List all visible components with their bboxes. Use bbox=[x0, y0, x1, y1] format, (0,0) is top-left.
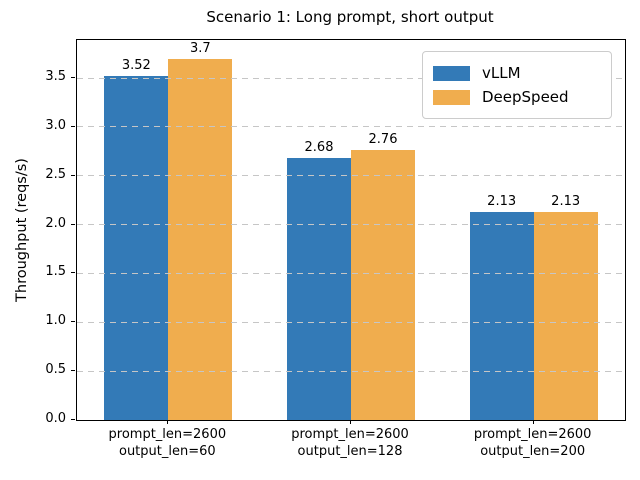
vllm-bar bbox=[287, 158, 351, 420]
chart-title: Scenario 1: Long prompt, short output bbox=[206, 8, 494, 26]
y-tick-mark bbox=[71, 321, 75, 323]
y-tick-label: 1.0 bbox=[45, 313, 66, 329]
x-tick-mark bbox=[532, 420, 534, 424]
y-tick-mark bbox=[71, 77, 75, 79]
y-tick-mark bbox=[71, 174, 75, 176]
y-tick-label: 2.0 bbox=[45, 215, 66, 231]
x-tick-label-line1: prompt_len=2600 bbox=[108, 427, 227, 442]
y-gridline bbox=[77, 272, 625, 274]
y-gridline bbox=[77, 77, 625, 79]
bar-value-label: 2.13 bbox=[551, 193, 581, 209]
deepspeed-bar bbox=[168, 58, 233, 420]
vllm-bar bbox=[469, 211, 534, 420]
y-tick-mark bbox=[71, 419, 75, 420]
vllm-legend-label: vLLM bbox=[482, 64, 521, 82]
bar-value-label: 2.76 bbox=[368, 132, 398, 148]
x-tick-label: prompt_len=2600 output_len=128 bbox=[240, 426, 460, 460]
y-gridline bbox=[77, 321, 625, 323]
bar-value-label: 2.68 bbox=[304, 140, 334, 156]
legend: vLLM DeepSpeed bbox=[422, 51, 612, 119]
y-tick-label: 3.0 bbox=[45, 117, 66, 133]
x-tick-mark bbox=[350, 420, 351, 424]
y-gridline bbox=[77, 175, 625, 177]
x-tick-label-line1: prompt_len=2600 bbox=[473, 427, 592, 442]
y-gridline bbox=[77, 224, 625, 226]
bar-value-label: 2.13 bbox=[487, 193, 517, 209]
plot-area: 3.52 3.7 2.68 2.76 2.13 2.13 vLLM DeepSpeed bbox=[76, 39, 626, 421]
vllm-bar bbox=[104, 76, 169, 420]
y-gridline bbox=[77, 126, 625, 128]
deepspeed-bar bbox=[351, 150, 415, 420]
y-tick-label: 3.5 bbox=[45, 69, 66, 85]
x-tick-label-line1: prompt_len=2600 bbox=[291, 427, 409, 442]
bar-value-label: 3.52 bbox=[121, 58, 151, 74]
y-tick-mark bbox=[71, 125, 75, 127]
bar-value-label: 3.7 bbox=[189, 40, 211, 56]
x-tick-mark bbox=[167, 420, 169, 424]
legend-item-deepspeed: DeepSpeed bbox=[433, 85, 601, 109]
deepspeed-legend-swatch bbox=[433, 89, 470, 105]
legend-item-vllm: vLLM bbox=[433, 61, 601, 85]
x-tick-label: prompt_len=2600 output_len=200 bbox=[423, 426, 640, 460]
y-tick-mark bbox=[71, 272, 75, 274]
y-tick-label: 1.5 bbox=[45, 264, 66, 280]
y-tick-label: 2.5 bbox=[45, 166, 66, 182]
x-tick-label-line2: output_len=128 bbox=[297, 444, 403, 459]
y-tick-label: 0.0 bbox=[45, 411, 66, 426]
y-tick-label: 0.5 bbox=[45, 362, 66, 378]
x-tick-label-line2: output_len=60 bbox=[118, 444, 216, 459]
deepspeed-legend-label: DeepSpeed bbox=[482, 88, 569, 106]
y-gridline bbox=[77, 370, 625, 372]
y-tick-mark bbox=[71, 370, 75, 372]
x-tick-label-line2: output_len=200 bbox=[480, 444, 586, 459]
y-tick-mark bbox=[71, 223, 75, 225]
x-tick-label: prompt_len=2600 output_len=60 bbox=[57, 426, 277, 460]
deepspeed-bar bbox=[533, 211, 598, 420]
vllm-legend-swatch bbox=[433, 65, 470, 81]
